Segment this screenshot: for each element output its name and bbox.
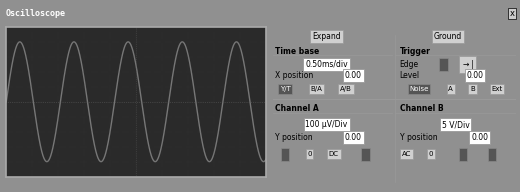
Text: Expand: Expand [312, 32, 341, 41]
Text: AC: AC [402, 151, 411, 157]
Text: DC: DC [329, 151, 339, 157]
Text: Edge: Edge [399, 60, 419, 69]
Text: Y position: Y position [399, 133, 437, 142]
Text: Y/T: Y/T [280, 86, 291, 92]
Text: 0.00: 0.00 [466, 71, 484, 80]
Text: B/A: B/A [311, 86, 323, 92]
Text: Ground: Ground [434, 32, 462, 41]
Text: 0: 0 [429, 151, 434, 157]
Text: 0: 0 [307, 151, 312, 157]
Text: Ext: Ext [491, 86, 502, 92]
Text: 0.00: 0.00 [345, 133, 362, 142]
Text: 0.00: 0.00 [345, 71, 362, 80]
Text: 0.00: 0.00 [471, 133, 488, 142]
Text: A: A [448, 86, 453, 92]
Text: Time base: Time base [276, 47, 320, 56]
Text: Oscilloscope: Oscilloscope [5, 9, 65, 18]
Text: Channel B: Channel B [399, 104, 443, 113]
Text: 0.50ms/div: 0.50ms/div [305, 60, 348, 69]
Text: X position: X position [276, 71, 314, 80]
Text: Trigger: Trigger [399, 47, 431, 56]
Text: A/B: A/B [340, 86, 352, 92]
Text: 100 μV/Div: 100 μV/Div [305, 120, 348, 129]
Text: B: B [470, 86, 475, 92]
Text: 5 V/Div: 5 V/Div [441, 120, 470, 129]
Text: Noise: Noise [409, 86, 428, 92]
Text: Level: Level [399, 71, 420, 80]
Text: Y position: Y position [276, 133, 313, 142]
Text: x: x [510, 9, 515, 18]
Text: $\rightarrow$|: $\rightarrow$| [461, 58, 474, 71]
Text: Channel A: Channel A [276, 104, 319, 113]
